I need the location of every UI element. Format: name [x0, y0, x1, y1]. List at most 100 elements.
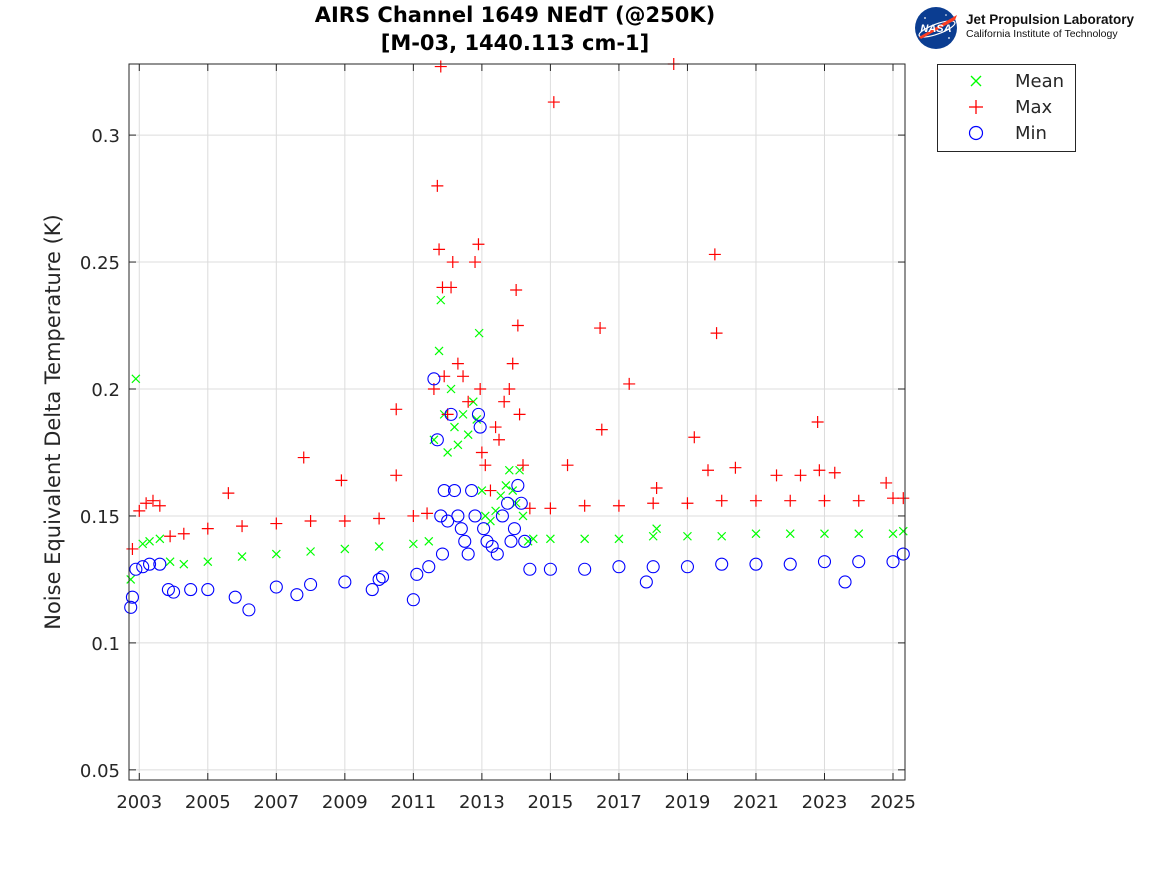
max-point: [813, 464, 826, 477]
min-point: [375, 570, 390, 584]
max-point: [880, 476, 893, 489]
mean-point: [271, 549, 281, 559]
max-point: [710, 327, 723, 340]
max-point: [445, 281, 458, 294]
max-point: [474, 382, 487, 395]
min-point: [838, 575, 852, 589]
min-point: [435, 547, 450, 561]
mean-point: [472, 415, 482, 424]
min-point: [269, 580, 283, 594]
max-point: [433, 243, 446, 256]
y-tick-labels: 0.05 0.1 0.15 0.2 0.25 0.3: [80, 126, 120, 782]
min-point: [290, 588, 304, 602]
max-point: [784, 494, 797, 507]
y-axis-label: Noise Equivalent Delta Temperature (K): [41, 214, 65, 630]
min-point: [543, 562, 557, 576]
min-point: [136, 560, 150, 574]
min-point: [430, 433, 444, 447]
mean-point: [436, 295, 446, 305]
legend: Mean Max Min: [937, 64, 1076, 152]
circle-marker-icon: [968, 125, 984, 141]
x-tick-label: 2015: [527, 792, 573, 813]
min-point: [422, 560, 436, 574]
mean-point: [165, 557, 175, 567]
max-point: [887, 492, 900, 505]
max-point: [647, 497, 660, 510]
min-point: [129, 562, 143, 576]
min-point: [495, 509, 509, 523]
jpl-subtitle: California Institute of Technology: [966, 28, 1118, 40]
jpl-logo: NASA Jet Propulsion Laboratory Californi…: [913, 5, 1153, 51]
max-point: [493, 433, 506, 446]
min-point: [817, 555, 832, 569]
x-tick-labels: 2003 2005 2007 2009 2011 2013 2015 2017 2019 2021…: [116, 792, 916, 813]
min-point: [451, 509, 465, 523]
min-point: [886, 555, 900, 569]
min-point: [749, 557, 763, 571]
max-point: [612, 499, 625, 512]
max-point: [510, 283, 523, 296]
min-point: [166, 585, 181, 599]
max-point: [472, 238, 485, 251]
x-marker-icon: [970, 75, 982, 87]
min-point: [454, 522, 468, 536]
x-tick-label: 2025: [870, 792, 916, 813]
x-tick-label: 2019: [665, 792, 711, 813]
min-point: [514, 496, 528, 510]
max-point: [650, 482, 663, 495]
legend-item-min: Min: [938, 120, 1075, 146]
mean-point: [717, 531, 727, 541]
mean-point: [652, 524, 662, 534]
mean-point: [374, 541, 384, 551]
max-point: [489, 421, 502, 434]
max-point: [681, 497, 694, 510]
min-point: [153, 557, 167, 571]
mean-point: [474, 328, 484, 338]
max-point: [513, 408, 526, 421]
min-point: [441, 514, 455, 528]
min-point: [468, 509, 482, 523]
chart-title-line-2: [M-03, 1440.113 cm-1]: [380, 31, 650, 55]
min-point: [338, 575, 352, 589]
max-point: [794, 469, 807, 482]
legend-label-min: Min: [1015, 123, 1047, 144]
min-point: [490, 547, 504, 561]
max-point: [594, 322, 607, 335]
min-point: [304, 577, 318, 592]
min-point: [458, 534, 472, 548]
mean-point: [443, 448, 453, 457]
x-tick-label: 2017: [596, 792, 642, 813]
max-point: [451, 357, 464, 370]
min-point: [896, 547, 910, 561]
min-point: [365, 583, 379, 597]
y-tick-label: 0.15: [80, 507, 120, 528]
mean-point: [450, 422, 459, 432]
max-point: [828, 466, 841, 479]
min-point: [410, 567, 424, 581]
mean-point: [453, 440, 463, 450]
mean-point: [888, 529, 898, 539]
max-point: [818, 494, 831, 507]
y-tick-label: 0.1: [91, 634, 120, 655]
mean-point: [504, 465, 514, 475]
max-point: [475, 446, 488, 459]
min-point: [485, 539, 499, 553]
max-point: [146, 494, 159, 507]
mean-point: [751, 529, 761, 539]
min-point: [461, 547, 475, 561]
mean-point: [508, 486, 518, 495]
mean-point: [131, 374, 141, 384]
min-point: [125, 590, 139, 604]
x-tick-label: 2023: [802, 792, 848, 813]
max-point: [688, 431, 701, 444]
max-point: [852, 494, 865, 507]
max-point: [516, 459, 529, 472]
max-point: [479, 459, 492, 472]
mean-point: [458, 409, 468, 419]
max-point: [236, 520, 249, 533]
max-point: [390, 469, 403, 482]
mean-point: [545, 534, 555, 544]
max-point: [126, 542, 139, 555]
mean-point: [155, 534, 165, 544]
max-point: [222, 487, 235, 500]
